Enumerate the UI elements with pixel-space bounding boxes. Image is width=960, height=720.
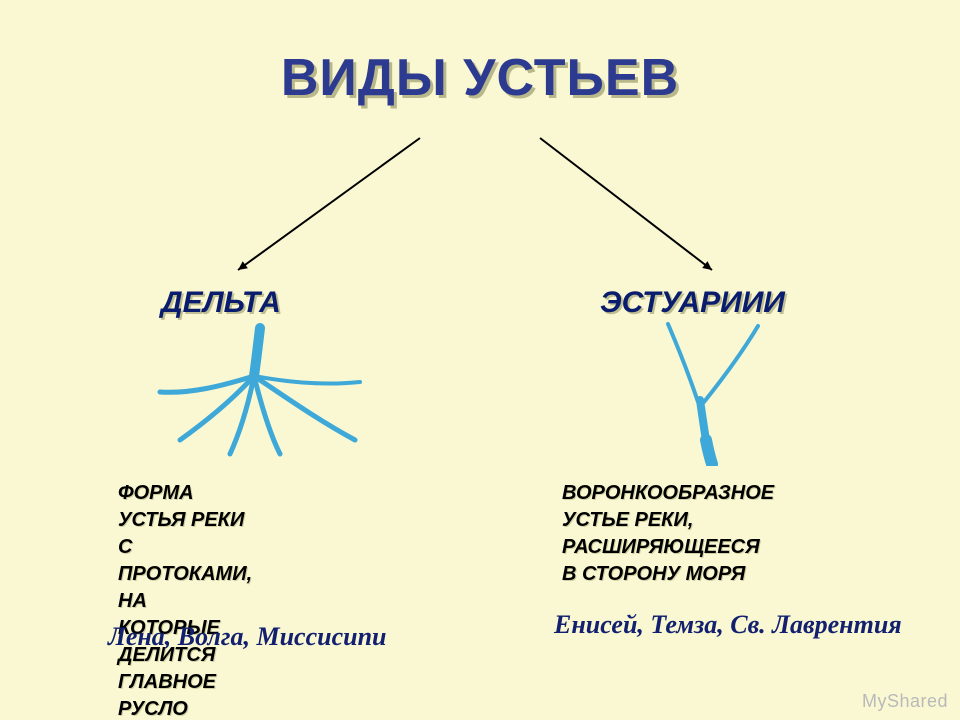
slide-root: ВИДЫ УСТЬЕВ ВИДЫ УСТЬЕВ ДЕЛЬТА ДЕЛЬТА ФО… (0, 0, 960, 720)
delta-description-text: ФОРМА УСТЬЯ РЕКИ С ПРОТОКАМИ, НА КОТОРЫЕ… (118, 480, 252, 720)
estuary-heading-text: ЭСТУАРИИИ (600, 286, 785, 320)
estuary-description-text: ВОРОНКООБРАЗНОЕ УСТЬЕ РЕКИ, РАСШИРЯЮЩЕЕС… (562, 480, 774, 588)
estuary-examples: Енисей, Темза, Св. Лаврентия (554, 610, 902, 640)
delta-heading-text: ДЕЛЬТА (161, 286, 281, 320)
watermark: MyShared (862, 691, 948, 712)
estuary-icon (608, 316, 808, 466)
delta-examples: Лена, Волга, Миссисипи (108, 622, 386, 652)
delta-icon (150, 320, 370, 460)
